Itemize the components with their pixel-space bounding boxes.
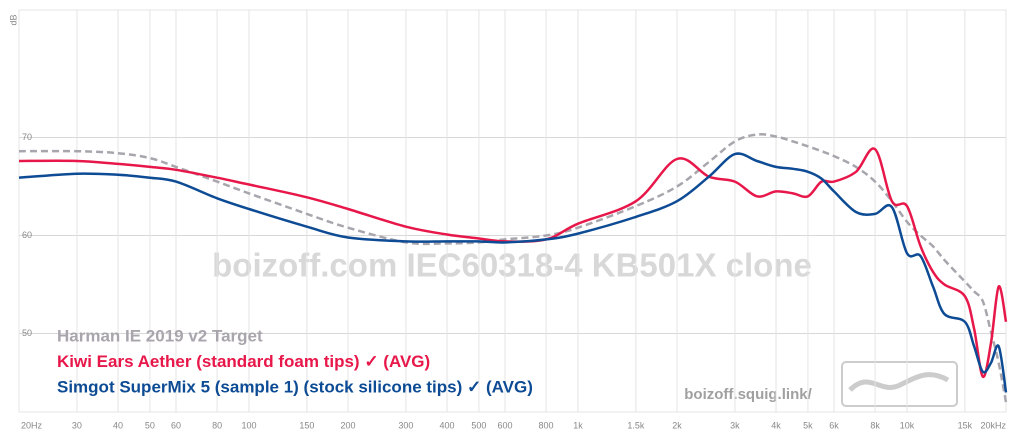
x-tick-label: 400 — [440, 420, 455, 430]
x-tick-label: 60 — [171, 420, 181, 430]
x-tick-label: 20Hz — [21, 420, 43, 430]
watermark: boizoff.com IEC60318-4 KB501X clone — [212, 247, 812, 284]
legend-entry: Harman IE 2019 v2 Target — [57, 326, 263, 345]
frequency-response-line — [18, 152, 1008, 393]
logo — [841, 361, 958, 407]
x-tick-label: 8k — [870, 420, 880, 430]
x-tick-label: 50 — [145, 420, 155, 430]
legend-entry: Kiwi Ears Aether (standard foam tips) ✓ … — [57, 352, 430, 371]
y-axis-label: dB — [8, 14, 18, 25]
x-tick-label: 1k — [573, 420, 583, 430]
x-tick-label: 10k — [900, 420, 915, 430]
x-tick-label: 1.5k — [627, 420, 645, 430]
y-tick-label: 50 — [22, 328, 32, 338]
x-tick-label: 500 — [471, 420, 486, 430]
y-tick-label: 70 — [22, 132, 32, 142]
x-tick-label: 30 — [72, 420, 82, 430]
site-label: boizoff.squig.link/ — [684, 386, 812, 403]
x-tick-label: 15k — [958, 420, 973, 430]
x-tick-label: 40 — [113, 420, 123, 430]
x-tick-label: 2k — [672, 420, 682, 430]
legend-entry: Simgot SuperMix 5 (sample 1) (stock sili… — [57, 377, 533, 396]
x-tick-label: 200 — [340, 420, 355, 430]
y-tick-label: 60 — [22, 230, 32, 240]
x-tick-label: 100 — [241, 420, 256, 430]
x-tick-label: 600 — [497, 420, 512, 430]
x-tick-label: 4k — [771, 420, 781, 430]
x-tick-label: 6k — [829, 420, 839, 430]
x-tick-label: 300 — [398, 420, 413, 430]
x-tick-label: 5k — [803, 420, 813, 430]
x-tick-label: 80 — [212, 420, 222, 430]
x-tick-label: 800 — [539, 420, 554, 430]
x-tick-label: 150 — [299, 420, 314, 430]
x-tick-label: 3k — [730, 420, 740, 430]
frequency-response-line — [18, 147, 1008, 378]
x-tick-label: 20kHz — [980, 420, 1006, 430]
